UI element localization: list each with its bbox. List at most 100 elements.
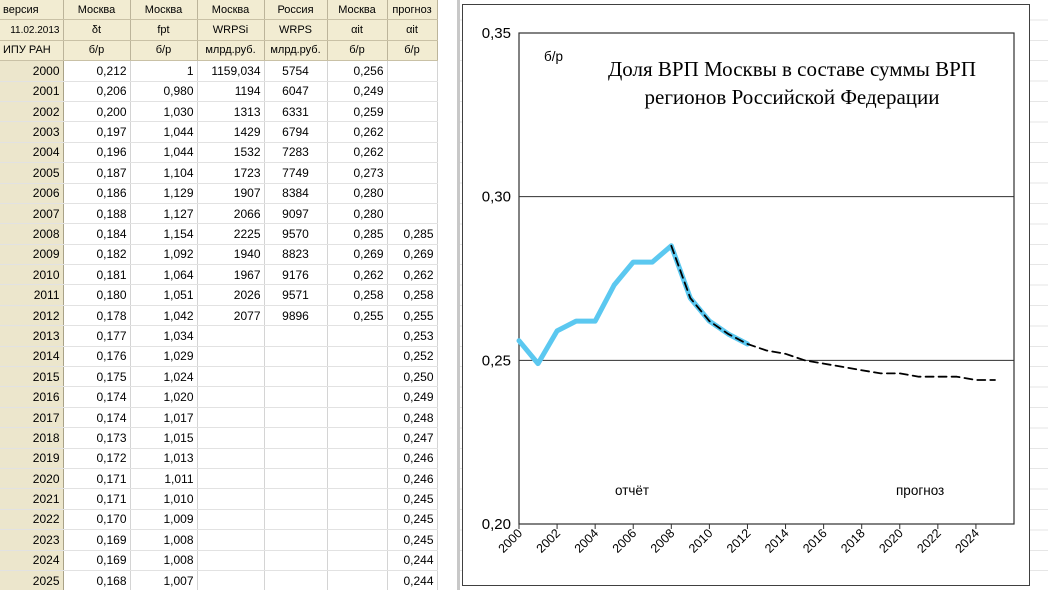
table-cell[interactable] bbox=[197, 570, 265, 590]
table-cell[interactable]: 0,245 bbox=[387, 509, 438, 531]
table-cell[interactable]: 1,129 bbox=[130, 183, 198, 204]
year-cell[interactable]: 2004 bbox=[0, 142, 64, 164]
table-cell[interactable]: 0,285 bbox=[327, 223, 388, 245]
header-cell[interactable]: б/р bbox=[327, 40, 388, 62]
table-cell[interactable]: 1940 bbox=[197, 244, 265, 266]
year-cell[interactable]: 2021 bbox=[0, 488, 64, 510]
table-cell[interactable]: 1,008 bbox=[130, 529, 198, 551]
table-cell[interactable] bbox=[387, 142, 438, 164]
table-cell[interactable]: 0,280 bbox=[327, 203, 388, 225]
table-cell[interactable] bbox=[197, 366, 265, 388]
table-cell[interactable]: 0,262 bbox=[387, 264, 438, 286]
table-cell[interactable] bbox=[197, 448, 265, 469]
table-cell[interactable] bbox=[327, 488, 388, 510]
table-cell[interactable] bbox=[264, 427, 328, 449]
year-cell[interactable]: 2014 bbox=[0, 346, 64, 368]
table-cell[interactable]: 1,064 bbox=[130, 264, 198, 286]
year-cell[interactable]: 2008 bbox=[0, 223, 64, 245]
year-cell[interactable]: 2020 bbox=[0, 468, 64, 490]
year-cell[interactable]: 2019 bbox=[0, 448, 64, 469]
table-cell[interactable]: 0,244 bbox=[387, 550, 438, 571]
table-cell[interactable]: 1194 bbox=[197, 81, 265, 102]
table-cell[interactable]: 0,248 bbox=[387, 407, 438, 429]
table-cell[interactable] bbox=[264, 509, 328, 531]
table-cell[interactable]: 0,246 bbox=[387, 468, 438, 490]
table-cell[interactable] bbox=[264, 529, 328, 551]
table-cell[interactable]: 1,011 bbox=[130, 468, 198, 490]
table-cell[interactable]: 2066 bbox=[197, 203, 265, 225]
table-cell[interactable] bbox=[387, 101, 438, 123]
table-cell[interactable] bbox=[387, 162, 438, 184]
header-cell[interactable]: 11.02.2013 bbox=[0, 19, 64, 41]
table-cell[interactable]: 0,175 bbox=[63, 366, 131, 388]
table-cell[interactable] bbox=[387, 121, 438, 143]
table-cell[interactable]: 0,184 bbox=[63, 223, 131, 245]
header-cell[interactable]: δt bbox=[63, 19, 131, 41]
table-cell[interactable]: 0,212 bbox=[63, 60, 131, 82]
year-cell[interactable]: 2003 bbox=[0, 121, 64, 143]
table-cell[interactable]: 9176 bbox=[264, 264, 328, 286]
table-cell[interactable]: 0,188 bbox=[63, 203, 131, 225]
table-cell[interactable] bbox=[197, 509, 265, 531]
table-cell[interactable]: 1429 bbox=[197, 121, 265, 143]
table-cell[interactable]: 9097 bbox=[264, 203, 328, 225]
table-cell[interactable] bbox=[197, 386, 265, 408]
table-cell[interactable] bbox=[327, 468, 388, 490]
table-cell[interactable]: 0,269 bbox=[387, 244, 438, 266]
table-cell[interactable] bbox=[264, 488, 328, 510]
table-cell[interactable] bbox=[327, 325, 388, 347]
table-cell[interactable] bbox=[197, 529, 265, 551]
table-cell[interactable] bbox=[387, 81, 438, 102]
table-cell[interactable]: 1,030 bbox=[130, 101, 198, 123]
header-cell[interactable]: WRPS bbox=[264, 19, 328, 41]
year-cell[interactable]: 2005 bbox=[0, 162, 64, 184]
table-cell[interactable]: 0,180 bbox=[63, 284, 131, 306]
year-cell[interactable]: 2000 bbox=[0, 60, 64, 82]
header-cell[interactable]: б/р bbox=[63, 40, 131, 62]
table-cell[interactable]: 1159,034 bbox=[197, 60, 265, 82]
table-cell[interactable]: 0,171 bbox=[63, 488, 131, 510]
table-cell[interactable]: 6794 bbox=[264, 121, 328, 143]
table-cell[interactable]: 0,262 bbox=[327, 264, 388, 286]
table-cell[interactable]: 0,197 bbox=[63, 121, 131, 143]
table-cell[interactable] bbox=[327, 407, 388, 429]
table-cell[interactable]: 0,262 bbox=[327, 142, 388, 164]
table-cell[interactable]: 0,186 bbox=[63, 183, 131, 204]
table-cell[interactable]: 1,009 bbox=[130, 509, 198, 531]
table-cell[interactable]: 0,174 bbox=[63, 407, 131, 429]
table-cell[interactable]: 0,182 bbox=[63, 244, 131, 266]
table-cell[interactable] bbox=[264, 448, 328, 469]
table-cell[interactable]: 0,173 bbox=[63, 427, 131, 449]
table-cell[interactable] bbox=[327, 427, 388, 449]
table-cell[interactable] bbox=[197, 346, 265, 368]
table-cell[interactable] bbox=[327, 366, 388, 388]
table-cell[interactable]: 1,051 bbox=[130, 284, 198, 306]
table-cell[interactable]: 0,285 bbox=[387, 223, 438, 245]
year-cell[interactable]: 2015 bbox=[0, 366, 64, 388]
table-cell[interactable]: 1,020 bbox=[130, 386, 198, 408]
table-cell[interactable]: 0,181 bbox=[63, 264, 131, 286]
table-cell[interactable]: 0,206 bbox=[63, 81, 131, 102]
year-cell[interactable]: 2012 bbox=[0, 305, 64, 327]
table-cell[interactable]: 0,258 bbox=[327, 284, 388, 306]
header-cell[interactable]: прогноз bbox=[387, 0, 438, 21]
table-cell[interactable]: 0,258 bbox=[387, 284, 438, 306]
table-cell[interactable]: 0,269 bbox=[327, 244, 388, 266]
table-cell[interactable]: 1723 bbox=[197, 162, 265, 184]
table-cell[interactable] bbox=[327, 346, 388, 368]
table-cell[interactable]: 0,245 bbox=[387, 488, 438, 510]
chart-area[interactable]: 0,20 0,25 0,30 0,35 2000 2002 2004 2006 2008 2010… bbox=[462, 4, 1030, 586]
table-cell[interactable] bbox=[197, 427, 265, 449]
table-cell[interactable]: 1,044 bbox=[130, 142, 198, 164]
table-cell[interactable]: 2077 bbox=[197, 305, 265, 327]
table-cell[interactable] bbox=[327, 550, 388, 571]
table-cell[interactable] bbox=[264, 468, 328, 490]
table-cell[interactable]: 9896 bbox=[264, 305, 328, 327]
header-cell[interactable]: б/р bbox=[387, 40, 438, 62]
header-cell[interactable]: αit bbox=[327, 19, 388, 41]
table-cell[interactable]: 0,169 bbox=[63, 529, 131, 551]
table-cell[interactable]: 1,034 bbox=[130, 325, 198, 347]
table-cell[interactable]: 0,176 bbox=[63, 346, 131, 368]
table-cell[interactable]: 7749 bbox=[264, 162, 328, 184]
header-cell[interactable]: млрд.руб. bbox=[264, 40, 328, 62]
